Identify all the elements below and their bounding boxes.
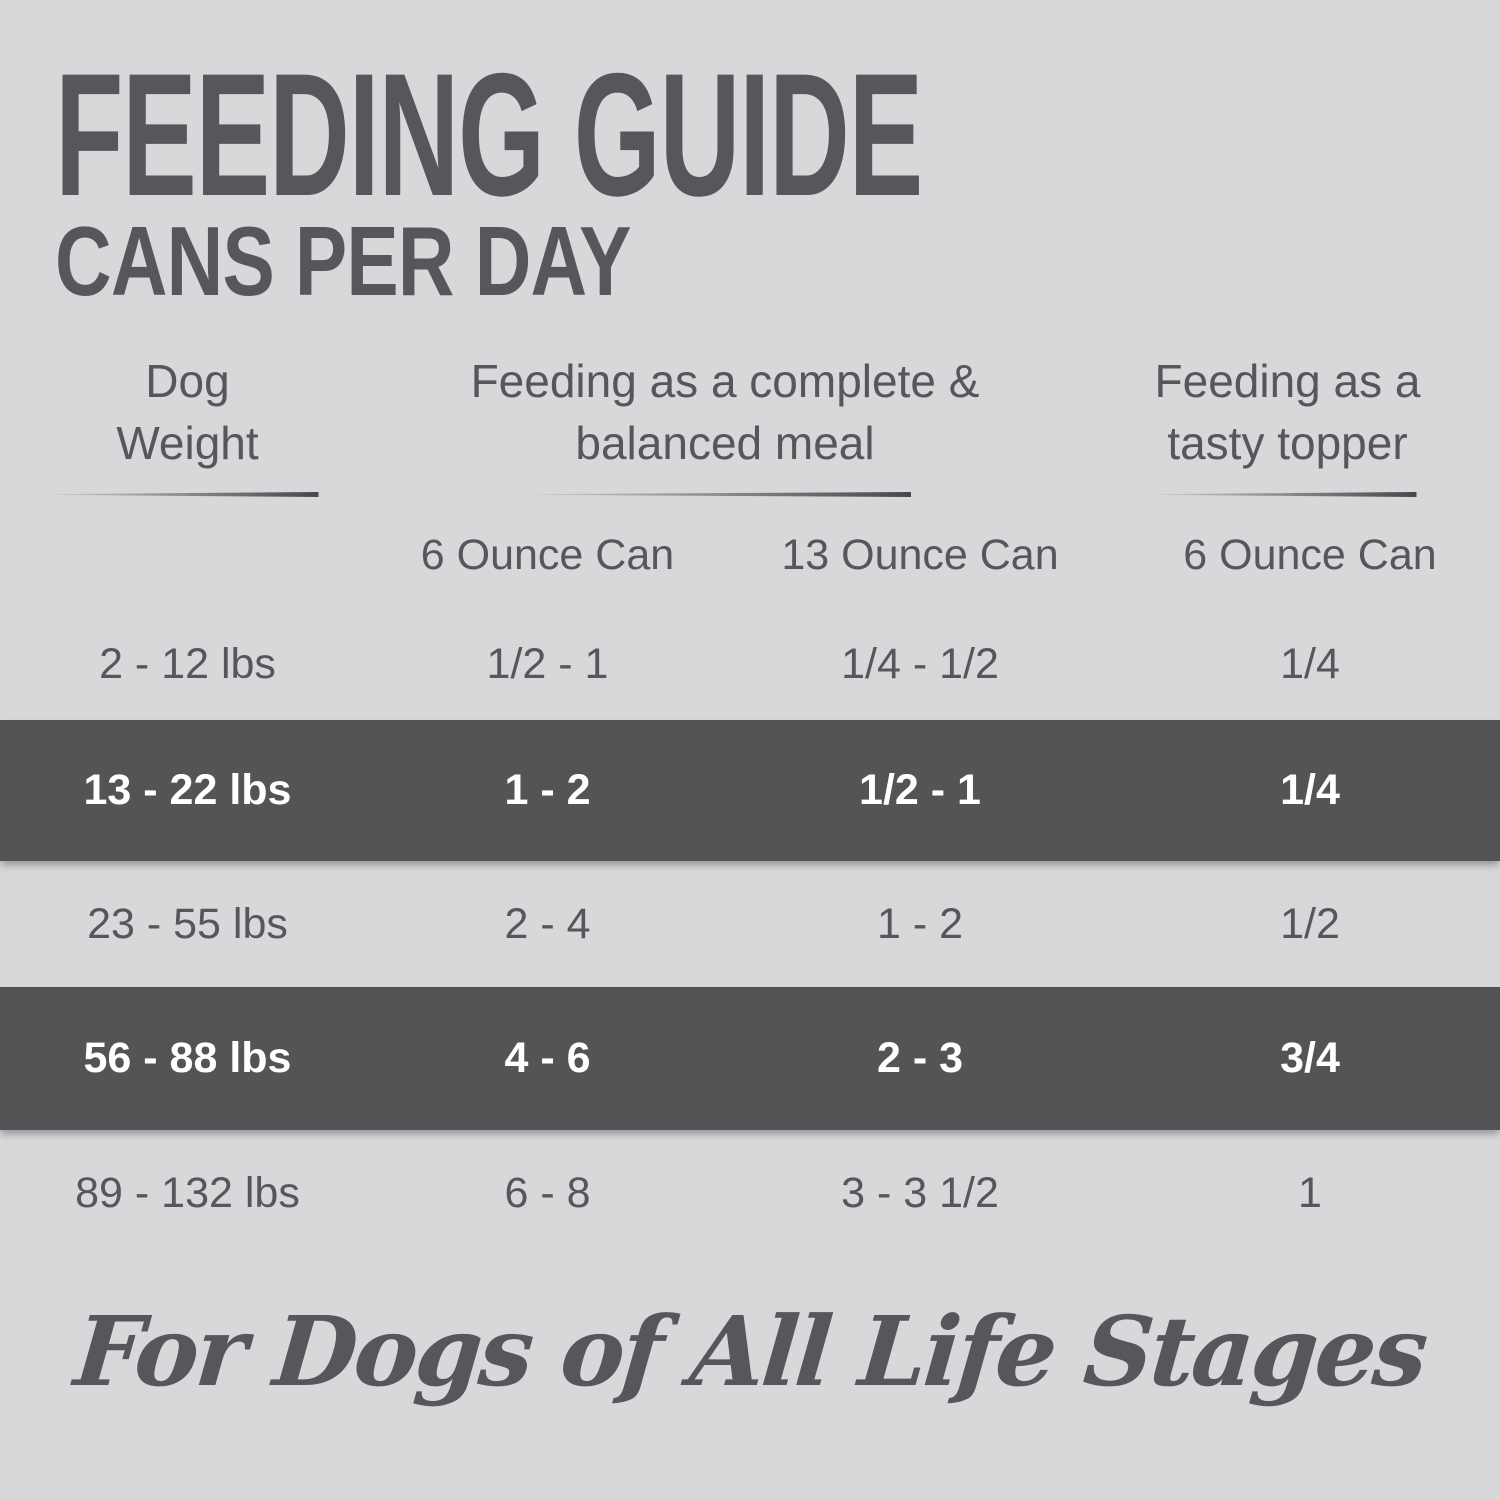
page-title: FEEDING GUIDE: [55, 38, 923, 233]
header-underline: [56, 492, 319, 497]
sub-header-meal-6oz: 6 Ounce Can: [420, 530, 675, 579]
feeding-table-body: 2 - 12 lbs 1/2 - 1 1/4 - 1/2 1/4 13 - 22…: [0, 608, 1500, 1257]
sub-header-meal-13oz: 13 Ounce Can: [781, 530, 1059, 579]
column-group-dog-weight: Dog Weight: [0, 350, 375, 497]
sub-header-topper-6oz: 6 Ounce Can: [1183, 530, 1437, 579]
meal-13oz-cell: 2 - 3: [876, 1034, 964, 1082]
table-row-highlighted: 56 - 88 lbs 4 - 6 2 - 3 3/4: [0, 987, 1500, 1130]
column-group-headers: Dog Weight Feeding as a complete & balan…: [0, 350, 1500, 497]
topper-6oz-cell: 1/2: [1280, 899, 1340, 948]
meal-6oz-cell: 2 - 4: [504, 899, 591, 948]
column-group-tasty-topper: Feeding as a tasty topper: [1075, 350, 1500, 497]
weight-cell: 2 - 12 lbs: [99, 639, 276, 688]
meal-6oz-cell: 6 - 8: [504, 1169, 591, 1217]
column-group-label: Dog Weight: [116, 355, 259, 469]
tagline: For Dogs of All Life Stages: [70, 1295, 1430, 1408]
meal-6oz-cell: 1 - 2: [504, 766, 591, 814]
meal-13oz-cell: 1/4 - 1/2: [841, 639, 999, 688]
sub-header-row: 6 Ounce Can 13 Ounce Can 6 Ounce Can: [0, 520, 1500, 590]
meal-13oz-cell: 1/2 - 1: [859, 766, 981, 814]
header-underline: [1158, 492, 1417, 497]
meal-6oz-cell: 1/2 - 1: [486, 639, 609, 688]
table-row: 23 - 55 lbs 2 - 4 1 - 2 1/2: [0, 861, 1500, 987]
topper-6oz-cell: 1: [1298, 1169, 1322, 1217]
column-group-label: Feeding as a tasty topper: [1154, 355, 1421, 469]
meal-13oz-cell: 1 - 2: [876, 899, 964, 948]
table-row: 2 - 12 lbs 1/2 - 1 1/4 - 1/2 1/4: [0, 608, 1500, 720]
page-subtitle: CANS PER DAY: [55, 206, 631, 316]
meal-6oz-cell: 4 - 6: [504, 1034, 591, 1082]
header-underline: [539, 492, 911, 497]
topper-6oz-cell: 3/4: [1280, 1034, 1340, 1082]
column-group-label: Feeding as a complete & balanced meal: [470, 355, 980, 469]
meal-13oz-cell: 3 - 3 1/2: [841, 1169, 999, 1217]
topper-6oz-cell: 1/4: [1280, 639, 1340, 688]
weight-cell: 23 - 55 lbs: [87, 899, 288, 948]
table-row: 89 - 132 lbs 6 - 8 3 - 3 1/2 1: [0, 1130, 1500, 1257]
weight-cell: 89 - 132 lbs: [75, 1169, 300, 1217]
table-row-highlighted: 13 - 22 lbs 1 - 2 1/2 - 1 1/4: [0, 720, 1500, 861]
weight-cell: 13 - 22 lbs: [83, 766, 292, 814]
column-group-complete-meal: Feeding as a complete & balanced meal: [375, 350, 1075, 497]
topper-6oz-cell: 1/4: [1280, 766, 1340, 814]
weight-cell: 56 - 88 lbs: [83, 1034, 292, 1082]
